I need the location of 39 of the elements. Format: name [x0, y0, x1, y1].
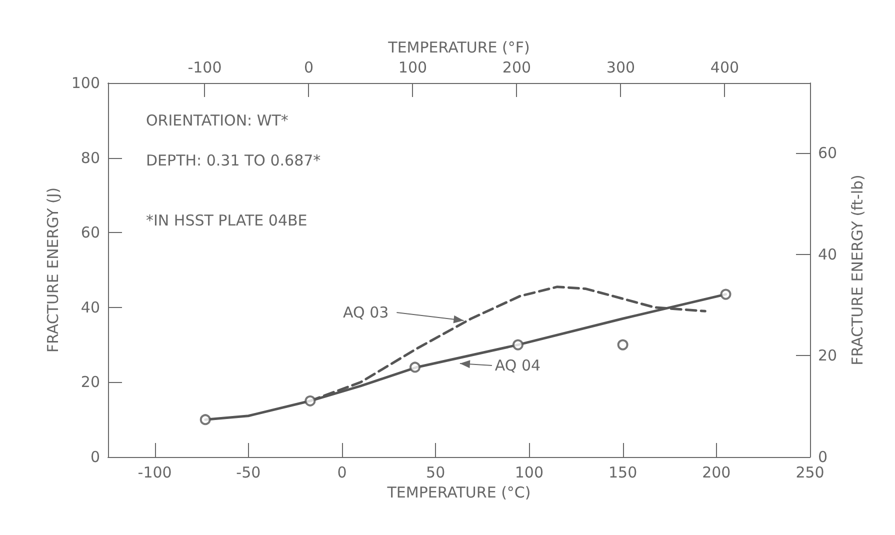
x-tick-label: 150: [608, 464, 638, 482]
x-tick-label: 250: [796, 464, 824, 482]
y2-tick-label: 40: [818, 245, 838, 264]
annotation: DEPTH: 0.31 TO 0.687*: [146, 152, 322, 170]
annotation: AQ 03: [343, 303, 389, 322]
x-tick-label: 50: [426, 464, 446, 482]
x2-tick-label: 400: [710, 58, 740, 76]
point: [200, 414, 211, 426]
point: [512, 339, 524, 350]
x-tick-label: 100: [514, 464, 544, 482]
point: [410, 362, 421, 373]
annotation: ORIENTATION: WT*: [146, 112, 289, 130]
x2-tick-label: 300: [606, 58, 636, 76]
x-tick-label: -50: [236, 464, 261, 482]
x2-tick-label: 0: [304, 58, 314, 76]
x-axis-title: TEMPERATURE (°C): [386, 484, 531, 502]
y-tick-label: 0: [90, 448, 100, 466]
y-tick-label: 40: [80, 298, 100, 316]
y-tick-label: 80: [80, 148, 100, 167]
annotation: *IN HSST PLATE 04BE: [146, 212, 308, 230]
point: [720, 288, 732, 300]
y2-axis-title: FRACTURE ENERGY (ft-lb): [848, 174, 866, 366]
y2-tick-label: 0: [818, 448, 828, 466]
x2-tick-label: -100: [188, 58, 222, 76]
y-tick-label: 60: [80, 224, 100, 242]
x2-tick-label: 200: [502, 58, 532, 76]
y-tick-label: 100: [71, 74, 100, 92]
x-tick-label: 200: [702, 464, 731, 482]
y2-tick-label: 20: [818, 346, 838, 365]
y2-tick-label: 60: [818, 144, 838, 162]
x-tick-label: -100: [138, 464, 172, 482]
point: [304, 395, 316, 406]
x-tick-label: 0: [337, 464, 347, 482]
annotation: AQ 04: [494, 356, 541, 374]
x2-tick-label: 100: [398, 58, 428, 76]
x2-axis-title: TEMPERATURE (°F): [387, 38, 530, 56]
y-axis-title: FRACTURE ENERGY (J): [44, 187, 62, 353]
y-tick-label: 20: [80, 373, 100, 392]
point: [617, 339, 628, 350]
